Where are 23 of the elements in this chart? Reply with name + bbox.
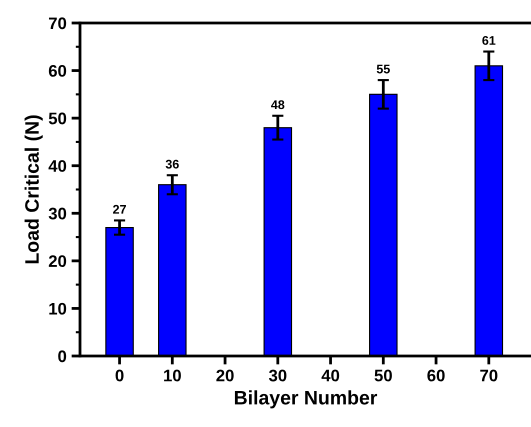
x-tick-label: 10 <box>164 370 181 382</box>
x-tick-label: 50 <box>374 370 392 382</box>
x-tick-label: 30 <box>268 370 286 382</box>
data-label: 61 <box>482 36 496 45</box>
y-tick-label: 50 <box>48 112 66 124</box>
x-tick-label: 20 <box>216 370 234 382</box>
y-axis-title: Load Critical (N) <box>24 115 43 264</box>
y-tick-label: 20 <box>48 255 66 268</box>
y-tick-label: 60 <box>48 64 66 77</box>
y-tick-label: 10 <box>49 302 66 315</box>
data-label: 27 <box>113 204 126 214</box>
x-tick-label: 70 <box>480 370 498 382</box>
y-tick-label: 40 <box>48 160 66 172</box>
x-tick-label: 60 <box>427 370 445 382</box>
data-label: 48 <box>271 100 284 110</box>
data-label: 36 <box>166 160 179 169</box>
y-tick-label: 0 <box>58 350 66 362</box>
x-tick-label: 0 <box>116 370 124 382</box>
y-tick-label: 70 <box>48 17 66 30</box>
y-tick-label: 30 <box>48 208 66 220</box>
x-tick-label: 40 <box>322 370 340 382</box>
x-axis-title: Bilayer Number <box>234 390 378 408</box>
data-label: 55 <box>376 64 390 74</box>
